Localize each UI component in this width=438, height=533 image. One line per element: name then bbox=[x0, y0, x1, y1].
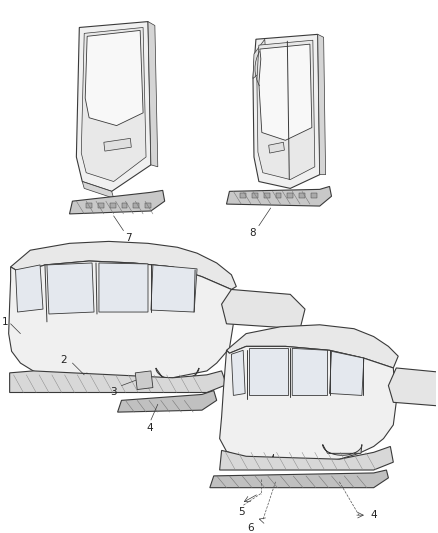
Polygon shape bbox=[240, 193, 246, 198]
Polygon shape bbox=[259, 44, 312, 140]
Text: 4: 4 bbox=[147, 423, 153, 433]
Polygon shape bbox=[98, 203, 104, 208]
Polygon shape bbox=[225, 454, 274, 467]
Polygon shape bbox=[268, 142, 284, 153]
Polygon shape bbox=[329, 351, 364, 395]
Polygon shape bbox=[252, 193, 258, 198]
Polygon shape bbox=[264, 193, 270, 198]
Polygon shape bbox=[323, 445, 362, 455]
Polygon shape bbox=[226, 325, 398, 368]
Polygon shape bbox=[219, 346, 396, 463]
Polygon shape bbox=[76, 22, 151, 191]
Polygon shape bbox=[110, 203, 116, 208]
Polygon shape bbox=[121, 203, 127, 208]
Polygon shape bbox=[151, 265, 197, 312]
Polygon shape bbox=[85, 30, 143, 126]
Polygon shape bbox=[9, 261, 233, 386]
Polygon shape bbox=[148, 22, 158, 167]
Text: 1: 1 bbox=[2, 317, 9, 327]
Polygon shape bbox=[32, 373, 87, 387]
Polygon shape bbox=[11, 241, 237, 289]
Polygon shape bbox=[318, 34, 325, 175]
Polygon shape bbox=[219, 447, 393, 470]
Polygon shape bbox=[82, 182, 113, 198]
Polygon shape bbox=[276, 193, 282, 198]
Polygon shape bbox=[117, 391, 217, 412]
Polygon shape bbox=[292, 349, 328, 395]
Polygon shape bbox=[287, 193, 293, 198]
Text: 2: 2 bbox=[60, 355, 67, 365]
Polygon shape bbox=[15, 265, 43, 312]
Polygon shape bbox=[156, 368, 199, 379]
Polygon shape bbox=[47, 263, 94, 314]
Polygon shape bbox=[222, 289, 305, 329]
Polygon shape bbox=[133, 203, 139, 208]
Polygon shape bbox=[81, 28, 146, 182]
Polygon shape bbox=[99, 263, 148, 312]
Polygon shape bbox=[70, 190, 165, 214]
Polygon shape bbox=[104, 139, 131, 151]
Text: 3: 3 bbox=[110, 386, 117, 397]
Polygon shape bbox=[135, 371, 153, 390]
Polygon shape bbox=[389, 368, 438, 407]
Polygon shape bbox=[311, 193, 317, 198]
Polygon shape bbox=[253, 39, 266, 78]
Polygon shape bbox=[145, 203, 151, 208]
Polygon shape bbox=[231, 350, 245, 395]
Text: 4: 4 bbox=[371, 510, 378, 520]
Text: 7: 7 bbox=[125, 232, 132, 243]
Polygon shape bbox=[249, 349, 288, 395]
Polygon shape bbox=[299, 193, 305, 198]
Text: 6: 6 bbox=[248, 523, 254, 533]
Polygon shape bbox=[86, 203, 92, 208]
Polygon shape bbox=[257, 40, 315, 180]
Polygon shape bbox=[253, 34, 320, 188]
Text: 8: 8 bbox=[250, 228, 256, 238]
Polygon shape bbox=[210, 470, 389, 488]
Text: 5: 5 bbox=[238, 507, 244, 518]
Polygon shape bbox=[226, 187, 332, 206]
Polygon shape bbox=[10, 371, 226, 392]
